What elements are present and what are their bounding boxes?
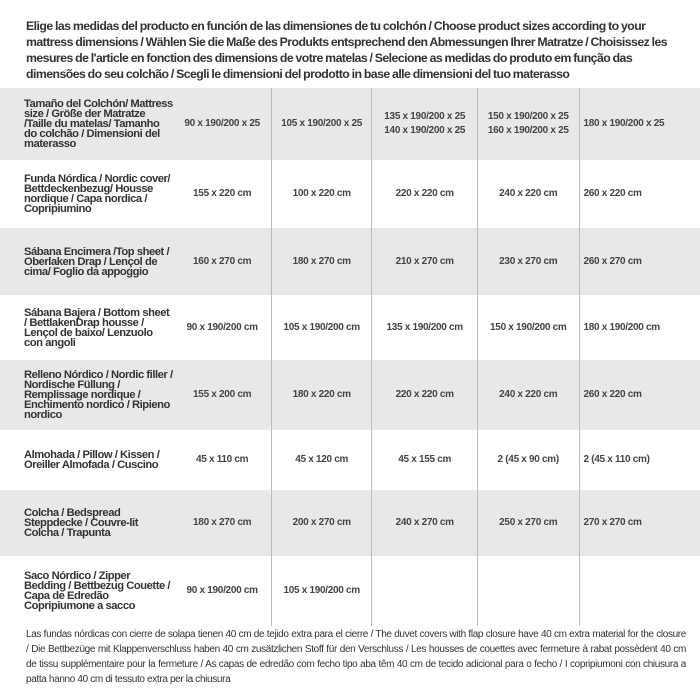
size-value: 250 x 270 cm [476, 490, 579, 556]
size-value: 105 x 190/200 cm [270, 556, 372, 626]
product-label: Sábana Bajera / Bottom sheet / Bettlaken… [24, 306, 170, 349]
size-value: 180 x 220 cm [270, 360, 372, 430]
size-value: 200 x 270 cm [270, 490, 372, 556]
size-value: 90 x 190/200 cm [186, 585, 258, 596]
size-value: 260 x 220 cm [578, 160, 700, 228]
size-col-2: 105 x 190/200 x 25 [270, 88, 372, 160]
header-row: Tamaño del Colchón/ Mattress size / Größ… [0, 88, 700, 160]
size-col-3: 135 x 190/200 x 25 140 x 190/200 x 25 [371, 88, 477, 160]
size-value: 220 x 220 cm [371, 160, 477, 228]
size-value [371, 556, 477, 626]
size-value [476, 556, 579, 626]
size-value: 180 x 270 cm [270, 228, 372, 295]
size-table: Tamaño del Colchón/ Mattress size / Größ… [0, 88, 700, 626]
table-row: Sábana Encimera /Top sheet / Oberlaken D… [0, 228, 700, 295]
product-label: Funda Nórdica / Nordic cover/ Bettdecken… [24, 173, 171, 215]
table-row: Almohada / Pillow / Kissen / Oreiller Al… [0, 430, 700, 490]
size-value: 2 (45 x 90 cm) [476, 430, 579, 490]
product-label: Almohada / Pillow / Kissen / Oreiller Al… [24, 449, 160, 471]
size-value: 45 x 110 cm [195, 454, 249, 465]
size-value: 180 x 190/200 cm [578, 295, 700, 360]
size-col-4: 150 x 190/200 x 25 160 x 190/200 x 25 [476, 88, 579, 160]
product-label: Sábana Encimera /Top sheet / Oberlaken D… [24, 245, 170, 278]
size-value: 105 x 190/200 cm [270, 295, 372, 360]
size-value: 240 x 270 cm [371, 490, 477, 556]
size-value: 220 x 220 cm [371, 360, 477, 430]
size-value: 45 x 155 cm [371, 430, 477, 490]
size-value: 155 x 220 cm [193, 188, 252, 199]
size-value: 210 x 270 cm [371, 228, 477, 295]
size-col-5: 180 x 190/200 x 25 [578, 88, 700, 160]
product-label: Saco Nórdico / Zipper Bedding / Bettbezu… [24, 570, 171, 612]
footer-note: Las fundas nórdicas con cierre de solapa… [26, 629, 686, 685]
size-value: 155 x 200 cm [193, 389, 252, 400]
size-value: 230 x 270 cm [476, 228, 579, 295]
product-label: Colcha / Bedspread Steppdecke / Couvre-l… [24, 507, 138, 539]
size-value: 150 x 190/200 cm [476, 295, 579, 360]
size-value: 240 x 220 cm [476, 360, 579, 430]
table-row: Sábana Bajera / Bottom sheet / Bettlaken… [0, 295, 700, 360]
size-value: 160 x 270 cm [193, 255, 252, 267]
size-value: 270 x 270 cm [578, 490, 700, 556]
size-value: 135 x 190/200 cm [371, 295, 477, 360]
table-row: Saco Nórdico / Zipper Bedding / Bettbezu… [0, 556, 700, 626]
size-value: 180 x 270 cm [193, 517, 252, 528]
size-value: 260 x 220 cm [578, 360, 700, 430]
size-value: 45 x 120 cm [270, 430, 372, 490]
intro-text: Elige las medidas del producto en funció… [26, 19, 668, 81]
product-label: Relleno Nórdico / Nordic filler / Nordis… [24, 369, 173, 421]
size-value: 90 x 190/200 cm [186, 321, 258, 333]
size-value: 2 (45 x 110 cm) [578, 430, 700, 490]
size-value: 100 x 220 cm [270, 160, 372, 228]
table-row: Relleno Nórdico / Nordic filler / Nordis… [0, 360, 700, 430]
size-value: 260 x 270 cm [578, 228, 700, 295]
mattress-size-label: Tamaño del Colchón/ Mattress size / Größ… [24, 98, 173, 150]
table-row: Colcha / Bedspread Steppdecke / Couvre-l… [0, 490, 700, 556]
size-value: 240 x 220 cm [476, 160, 579, 228]
size-col-1: 90 x 190/200 x 25 [184, 118, 260, 129]
size-value [578, 556, 700, 626]
table-row: Funda Nórdica / Nordic cover/ Bettdecken… [0, 160, 700, 228]
